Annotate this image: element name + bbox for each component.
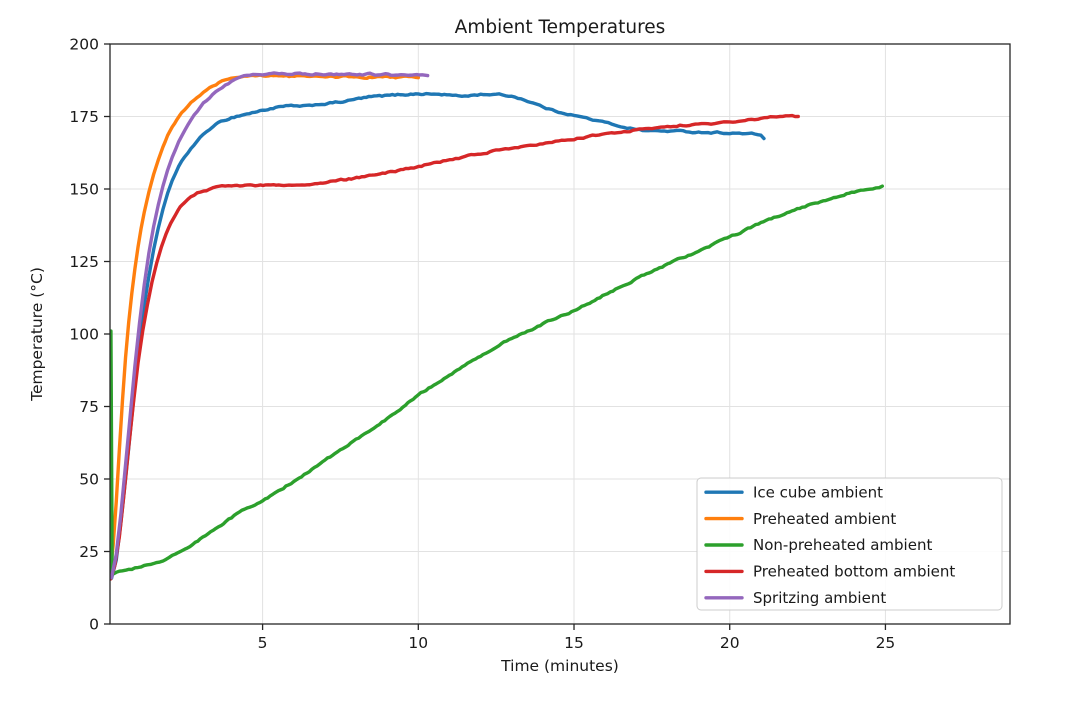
x-tick-label: 10 (408, 634, 428, 652)
y-tick-label: 200 (69, 36, 99, 54)
legend-box (696, 477, 1003, 611)
series-lines (110, 71, 885, 581)
y-tick-label: 150 (69, 181, 99, 199)
legend-label-spritzing-ambient: Spritzing ambient (753, 589, 886, 607)
series-line-non-preheated-ambient (110, 184, 885, 577)
series-line-spritzing-ambient (110, 71, 430, 580)
y-tick-label: 0 (89, 616, 99, 634)
x-axis-label: Time (minutes) (500, 657, 619, 675)
y-tick-label: 100 (69, 326, 99, 344)
y-tick-label: 25 (79, 543, 99, 561)
y-tick-label: 175 (69, 108, 99, 126)
y-axis-label: Temperature (°C) (28, 267, 46, 402)
y-tick-label: 50 (79, 471, 99, 489)
y-tick-label: 125 (69, 253, 99, 271)
x-tick-label: 5 (258, 634, 268, 652)
x-tick-label: 20 (720, 634, 740, 652)
legend-label-preheated-bottom-ambient: Preheated bottom ambient (753, 563, 955, 581)
series-line-preheated-ambient (110, 73, 420, 575)
chart-title: Ambient Temperatures (455, 17, 666, 38)
legend-label-preheated-ambient: Preheated ambient (753, 510, 896, 528)
legend-label-ice-cube-ambient: Ice cube ambient (753, 483, 883, 501)
series-line-ice-cube-ambient (110, 91, 766, 580)
x-tick-label: 25 (876, 634, 896, 652)
series-line-preheated-bottom-ambient (110, 113, 800, 581)
axes-ticks: 5 10 15 20 25 0 25 50 75 100 125 150 175 200 (69, 36, 895, 653)
legend-label-non-preheated-ambient: Non-preheated ambient (753, 536, 932, 554)
y-tick-label: 75 (79, 398, 99, 416)
legend: Ice cube ambient Preheated ambient Non-pre… (696, 477, 1003, 611)
x-tick-label: 15 (564, 634, 584, 652)
